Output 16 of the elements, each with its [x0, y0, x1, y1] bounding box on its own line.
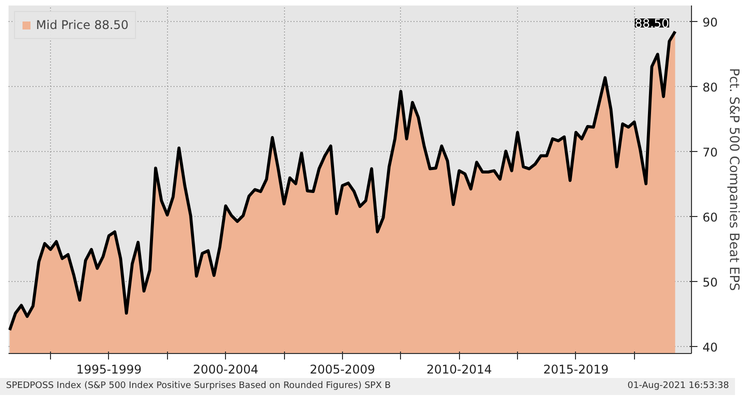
- y-tick-label: 80: [702, 80, 718, 94]
- y-tick-label: 60: [702, 210, 718, 224]
- text: SPEDPOSS Index (S&P 500 Index Positive Surprises Based on Rounded Figures) SPX B: [6, 380, 391, 393]
- x-tick-label: 2015-2019: [543, 362, 609, 376]
- x-tick-label: 2005-2009: [310, 362, 376, 376]
- x-tick-label: 1995-1999: [76, 362, 142, 376]
- y-tick-label: 40: [702, 340, 718, 354]
- y-tick-label: 50: [702, 275, 718, 290]
- legend-label: Mid Price 88.50: [36, 18, 129, 32]
- x-tick-label: 2010-2014: [426, 362, 492, 376]
- annotation: 88.50: [634, 16, 670, 31]
- text: 01-Aug-2021 16:53:38: [627, 380, 729, 393]
- y-tick-label: 90: [702, 15, 718, 30]
- y-tick-label: 70: [702, 145, 718, 160]
- y-axis-title: Pct. S&P 500 Companies Beat EPS: [726, 68, 741, 291]
- x-tick-label: 2000-2004: [192, 362, 258, 376]
